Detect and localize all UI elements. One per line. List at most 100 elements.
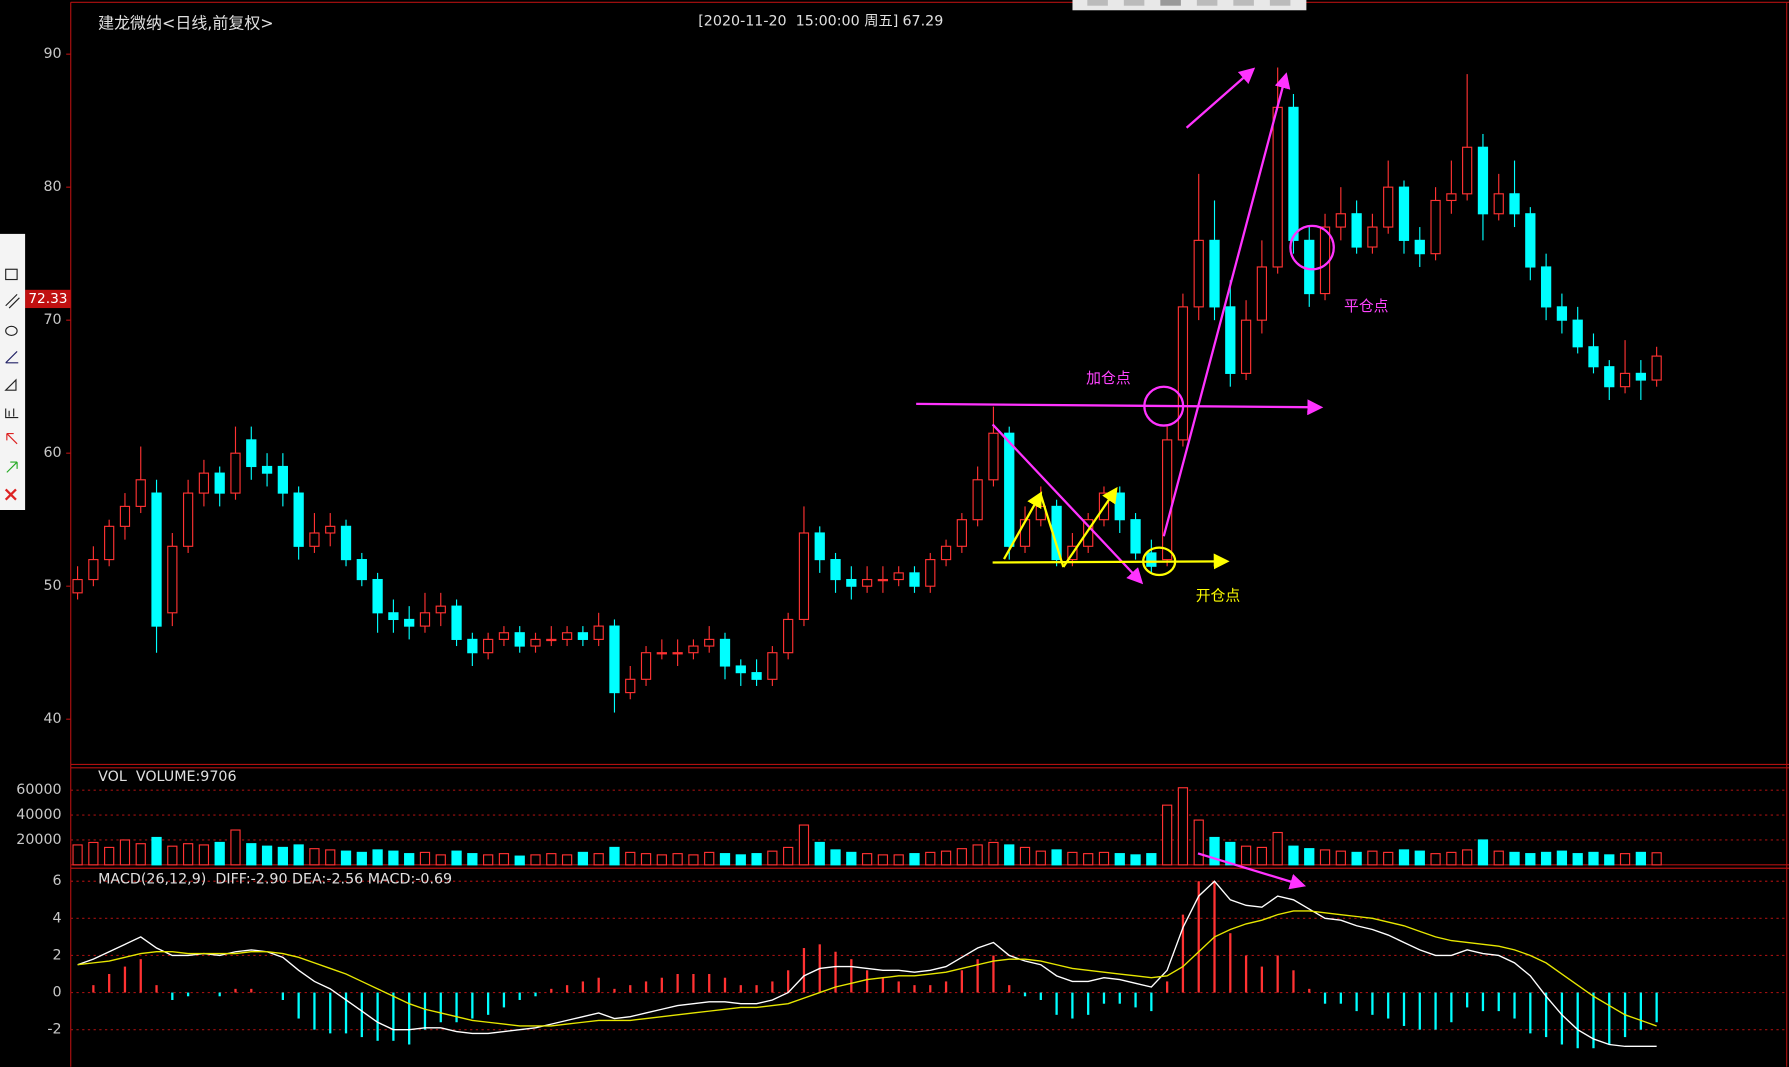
candle-body — [1462, 146, 1473, 195]
volume-bar — [956, 848, 967, 866]
candle-body — [640, 652, 652, 680]
volume-bar — [230, 829, 241, 866]
volume-bar — [972, 844, 983, 866]
annotation-arrow — [1162, 72, 1291, 537]
annotation-arrow — [1185, 67, 1256, 129]
y-tick-label: 90 — [43, 46, 61, 62]
annotation-arrow — [916, 399, 1324, 416]
macd-line — [77, 880, 1657, 1048]
tool-delete[interactable] — [4, 488, 17, 501]
candle-body — [419, 612, 431, 627]
y-tick-label: 2 — [53, 947, 62, 963]
volume-bar — [704, 851, 715, 866]
candle-body — [1367, 226, 1378, 248]
candle-body — [309, 532, 320, 547]
toolbar-panel — [0, 233, 26, 511]
volume-bar — [419, 851, 431, 866]
volume-bar — [356, 851, 367, 866]
volume-bar — [593, 853, 604, 866]
volume-bar — [72, 844, 83, 866]
volume-bar — [1635, 851, 1646, 866]
tool-bars[interactable] — [5, 408, 19, 419]
candle-body — [1177, 306, 1189, 441]
candle-body — [672, 652, 683, 655]
candle-body — [1114, 492, 1125, 521]
candle-body — [609, 625, 620, 694]
candle-body — [1209, 239, 1220, 308]
y-tick-label: 40000 — [16, 807, 61, 823]
candle-body — [956, 519, 967, 547]
volume-bar — [1319, 849, 1331, 866]
tool-arrow-down[interactable] — [6, 432, 18, 445]
y-tick-label: 20000 — [16, 832, 61, 848]
volume-bar — [1604, 854, 1615, 866]
candle-body — [735, 665, 746, 674]
candle-body — [1351, 213, 1362, 248]
annotation-line — [1039, 493, 1065, 568]
candle-body — [151, 492, 162, 627]
candle-body — [1004, 432, 1015, 547]
volume-bar — [167, 845, 178, 866]
candle-body — [783, 618, 794, 654]
annotation-arrow — [1003, 491, 1043, 560]
volume-bar — [1240, 845, 1252, 866]
candle-body — [340, 525, 352, 561]
candle-body — [625, 678, 636, 694]
candle-body — [261, 465, 273, 474]
toolbar-button[interactable] — [1123, 0, 1145, 6]
candle-body — [277, 465, 288, 494]
volume-bar — [1272, 831, 1283, 866]
candle-body — [972, 479, 983, 521]
y-tick-label: 40 — [43, 711, 61, 727]
volume-bar — [1098, 851, 1110, 866]
candle-body — [1430, 199, 1441, 255]
toolbar-button[interactable] — [1087, 0, 1108, 6]
annotation-arrow — [992, 553, 1230, 570]
toolbar-button[interactable] — [1160, 0, 1181, 6]
candle-body — [846, 578, 857, 587]
candle-body — [135, 479, 146, 507]
volume-bar — [261, 845, 273, 866]
toolbar-button[interactable] — [1269, 0, 1291, 6]
volume-bar — [104, 846, 115, 866]
candle-body — [593, 625, 604, 640]
volume-bar — [893, 854, 904, 866]
tool-ellipse[interactable] — [5, 325, 18, 337]
volume-bar — [277, 846, 288, 866]
volume-bar — [214, 841, 225, 866]
volume-bar — [1477, 839, 1489, 866]
volume-bar — [1430, 853, 1441, 866]
volume-bar — [1367, 850, 1378, 866]
volume-bar — [735, 854, 746, 866]
candle-body — [530, 638, 541, 647]
y-tick-label: 70 — [43, 312, 61, 328]
volume-bar — [246, 843, 257, 866]
y-tick-label: 6 — [53, 873, 62, 889]
candle-body — [861, 578, 873, 587]
volume-label: VOL VOLUME:9706 — [98, 769, 236, 785]
volume-bar — [1051, 849, 1062, 866]
macd-line — [77, 910, 1657, 1027]
toolbar-button[interactable] — [1233, 0, 1254, 6]
annotation-arrow — [991, 423, 1144, 585]
volume-bar — [1162, 804, 1173, 866]
y-tick-label: -2 — [47, 1022, 61, 1038]
volume-bar — [1572, 853, 1583, 866]
volume-bar — [1446, 851, 1457, 866]
annotation-label: 平仓点 — [1344, 298, 1389, 315]
candle-body — [704, 638, 715, 647]
annotation-label: 加仓点 — [1086, 370, 1131, 387]
volume-bar — [561, 854, 573, 866]
toolbar-button[interactable] — [1196, 0, 1218, 6]
tool-fib[interactable] — [4, 378, 17, 391]
volume-bar — [1525, 853, 1536, 866]
candle-body — [1509, 193, 1520, 215]
volume-bar — [1556, 850, 1568, 866]
volume-bar — [830, 849, 841, 866]
annotation-circle — [1143, 385, 1185, 427]
tool-arrow-up[interactable] — [6, 461, 18, 473]
tool-rect[interactable] — [5, 268, 18, 281]
volume-bar — [1619, 853, 1631, 866]
tool-angle[interactable] — [5, 351, 19, 364]
tool-parallel[interactable] — [5, 293, 20, 309]
